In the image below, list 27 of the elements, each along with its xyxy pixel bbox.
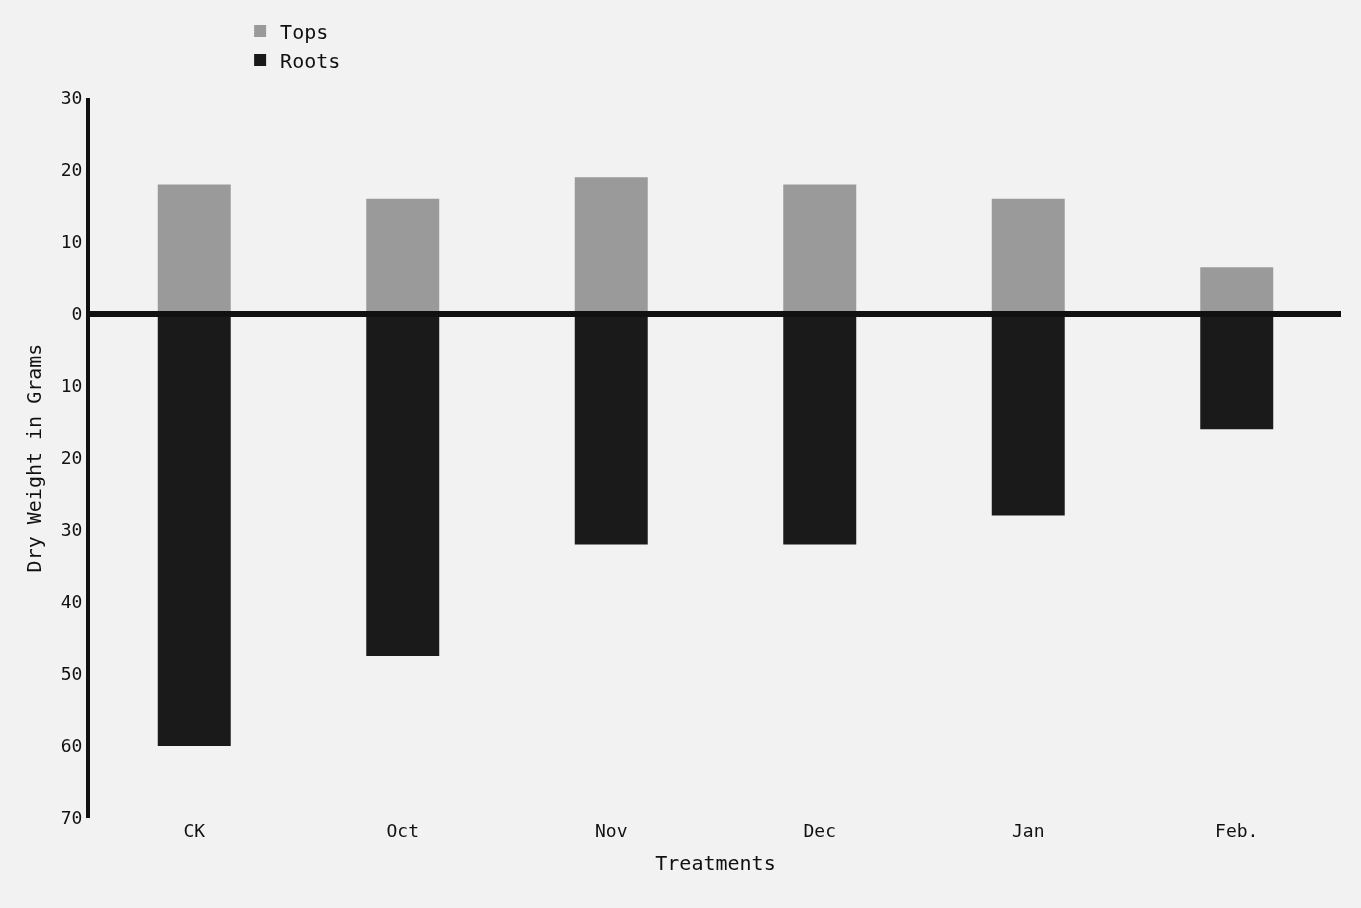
y-tick-label: 60 <box>60 735 83 757</box>
y-tick-label: 20 <box>60 447 83 469</box>
y-tick-label: 30 <box>60 87 83 109</box>
x-tick-label: CK <box>183 820 206 841</box>
bar <box>783 184 857 314</box>
y-tick-label: 0 <box>71 303 83 325</box>
y-tick-label: 10 <box>60 231 83 253</box>
y-tick-label: 10 <box>60 375 83 397</box>
legend-label: Roots <box>280 48 341 73</box>
x-tick-label: Jan <box>1011 820 1045 841</box>
bar <box>574 177 648 314</box>
x-tick-label: Dec <box>803 820 837 841</box>
x-tick-label: Nov <box>594 820 628 841</box>
y-tick-label: 20 <box>60 159 83 181</box>
x-tick-label: Feb. <box>1215 820 1259 841</box>
legend-label: Tops <box>280 19 329 44</box>
bar <box>1200 267 1274 314</box>
y-tick-label: 70 <box>60 807 83 829</box>
x-axis-title: Treatments <box>655 850 776 875</box>
y-tick-label: 50 <box>60 663 83 685</box>
y-tick-label: 40 <box>60 591 83 613</box>
y-tick-label: 30 <box>60 519 83 541</box>
bar <box>366 198 440 314</box>
y-axis-title: Dry Weight in Grams <box>21 343 46 573</box>
bar <box>157 184 231 314</box>
x-tick-label: Oct <box>386 820 420 841</box>
bar <box>991 198 1065 314</box>
